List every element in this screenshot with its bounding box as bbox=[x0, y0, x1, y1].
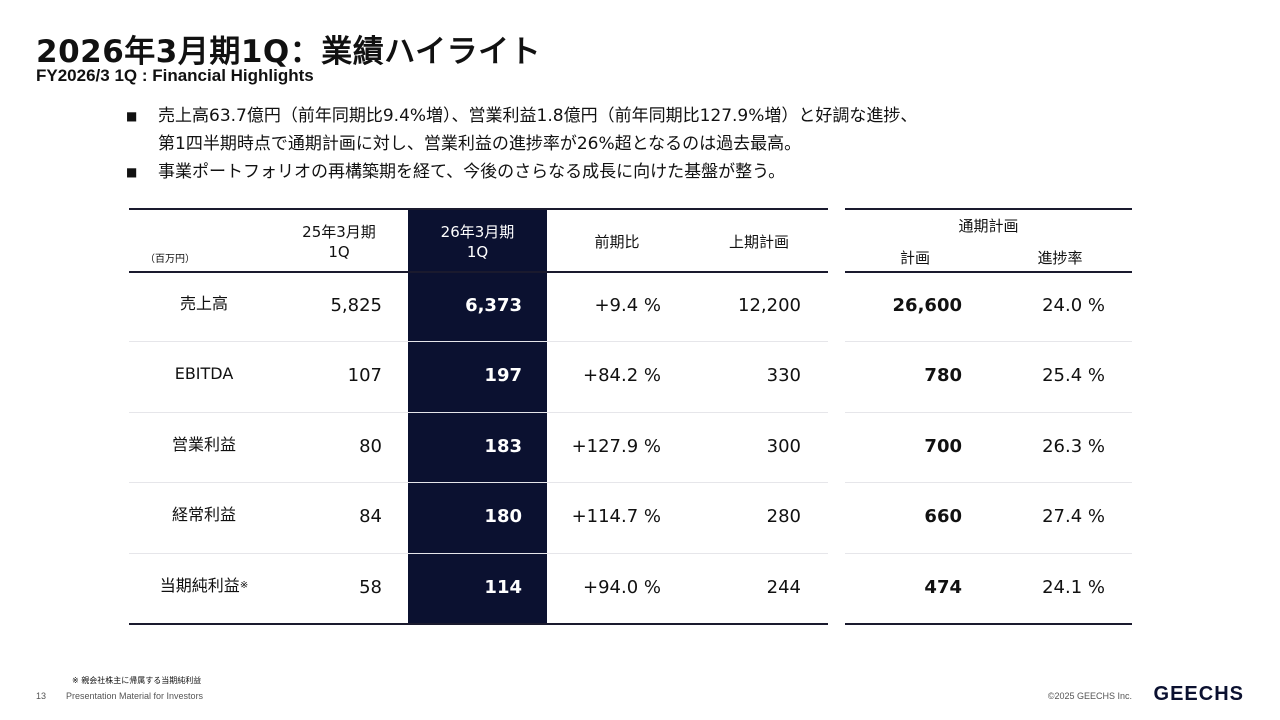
row-label: EBITDA bbox=[129, 364, 279, 384]
row-label: 営業利益 bbox=[129, 435, 279, 455]
full-year-plan-value: 700 bbox=[924, 436, 962, 457]
header-current-period: 26年3月期 1Q bbox=[440, 223, 515, 261]
geechs-logo: GEECHS bbox=[1153, 683, 1244, 705]
prev-period-value: 84 bbox=[359, 506, 382, 527]
header-yoy: 前期比 bbox=[594, 233, 640, 251]
page-number: 13 bbox=[36, 691, 47, 701]
progress-rate-value: 27.4 % bbox=[1042, 506, 1105, 527]
row-divider bbox=[845, 412, 1132, 413]
yoy-value: +84.2 % bbox=[583, 365, 661, 386]
copyright: ©2025 GEECHS Inc. bbox=[1047, 691, 1132, 701]
row-label-text: EBITDA bbox=[174, 364, 234, 383]
header-prev-period: 25年3月期 1Q bbox=[302, 223, 376, 261]
square-bullet-icon: ■ bbox=[126, 165, 138, 179]
row-label: 売上高 bbox=[129, 294, 279, 314]
unit-label: （百万円） bbox=[145, 254, 195, 265]
row-label: 経常利益 bbox=[129, 505, 279, 525]
prev-period-value: 5,825 bbox=[330, 295, 382, 316]
bullet-item: ■ 売上高63.7億円（前年同期比9.4%増）、営業利益1.8億円（前年同期比1… bbox=[126, 102, 917, 158]
table-header-rule bbox=[129, 271, 828, 273]
row-divider bbox=[845, 341, 1132, 342]
row-label-text: 当期純利益 bbox=[159, 576, 240, 595]
h1-plan-value: 280 bbox=[766, 506, 801, 527]
plan-header-rule bbox=[845, 271, 1132, 273]
bullet-text: 売上高63.7億円（前年同期比9.4%増）、営業利益1.8億円（前年同期比127… bbox=[158, 106, 918, 126]
row-label-text: 経常利益 bbox=[171, 505, 236, 524]
header-plan: 計画 bbox=[899, 249, 930, 267]
bullet-item: ■ 事業ポートフォリオの再構築期を経て、今後のさらなる成長に向けた基盤が整う。 bbox=[126, 158, 917, 186]
current-period-value: 180 bbox=[484, 506, 522, 527]
prev-period-value: 80 bbox=[359, 436, 382, 457]
table-bottom-rule bbox=[129, 623, 828, 625]
current-period-value: 197 bbox=[484, 365, 522, 386]
bullet-text: 第1四半期時点で通期計画に対し、営業利益の進捗率が26%超となるのは過去最高。 bbox=[158, 134, 802, 154]
current-period-highlight bbox=[408, 208, 547, 625]
footnote: ※ 親会社株主に帰属する当期純利益 bbox=[72, 676, 202, 685]
prev-period-value: 58 bbox=[359, 577, 382, 598]
current-period-value: 183 bbox=[484, 436, 522, 457]
results-table: （百万円） 25年3月期 1Q 26年3月期 1Q 前期比 上期計画 売上高 5,82… bbox=[129, 208, 828, 625]
progress-rate-value: 26.3 % bbox=[1042, 436, 1105, 457]
h1-plan-value: 300 bbox=[766, 436, 801, 457]
yoy-value: +94.0 % bbox=[583, 577, 661, 598]
h1-plan-value: 330 bbox=[766, 365, 801, 386]
h1-plan-value: 12,200 bbox=[738, 295, 801, 316]
page-subtitle: FY2026/3 1Q : Financial Highlights bbox=[36, 66, 314, 85]
row-divider bbox=[845, 482, 1132, 483]
page-title: 2026年3月期1Q：業績ハイライト bbox=[36, 34, 542, 70]
plan-top-rule bbox=[845, 208, 1132, 210]
square-bullet-icon: ■ bbox=[126, 109, 138, 123]
full-year-plan-value: 660 bbox=[924, 506, 962, 527]
full-year-plan-value: 474 bbox=[924, 577, 962, 598]
presentation-label: Presentation Material for Investors bbox=[66, 691, 204, 701]
progress-rate-value: 25.4 % bbox=[1042, 365, 1105, 386]
progress-rate-value: 24.1 % bbox=[1042, 577, 1105, 598]
header-h1-plan: 上期計画 bbox=[728, 233, 789, 251]
footnote-mark: ※ bbox=[239, 580, 249, 591]
row-label: 当期純利益※ bbox=[129, 576, 279, 596]
table-top-rule bbox=[129, 208, 828, 210]
progress-rate-value: 24.0 % bbox=[1042, 295, 1105, 316]
row-divider bbox=[845, 553, 1132, 554]
row-label-text: 営業利益 bbox=[171, 435, 236, 454]
row-label-text: 売上高 bbox=[179, 294, 228, 313]
row-divider bbox=[129, 553, 828, 554]
current-period-value: 6,373 bbox=[465, 295, 522, 316]
yoy-value: +9.4 % bbox=[594, 295, 661, 316]
bullet-text: 事業ポートフォリオの再構築期を経て、今後のさらなる成長に向けた基盤が整う。 bbox=[158, 162, 786, 182]
yoy-value: +127.9 % bbox=[571, 436, 661, 457]
prev-period-value: 107 bbox=[347, 365, 382, 386]
current-period-value: 114 bbox=[484, 577, 522, 598]
yoy-value: +114.7 % bbox=[571, 506, 661, 527]
row-divider bbox=[129, 412, 828, 413]
full-year-plan-value: 780 bbox=[924, 365, 962, 386]
plan-bottom-rule bbox=[845, 623, 1132, 625]
full-year-plan-table: 通期計画 計画 進捗率 26,600 24.0 % 780 25.4 % 700 26.3… bbox=[845, 208, 1132, 625]
header-progress: 進捗率 bbox=[1037, 249, 1083, 267]
row-divider bbox=[129, 482, 828, 483]
header-full-year-plan: 通期計画 bbox=[958, 217, 1019, 235]
full-year-plan-value: 26,600 bbox=[892, 295, 962, 316]
highlight-bullets: ■ 売上高63.7億円（前年同期比9.4%増）、営業利益1.8億円（前年同期比1… bbox=[126, 102, 917, 186]
row-divider bbox=[129, 341, 828, 342]
h1-plan-value: 244 bbox=[766, 577, 801, 598]
